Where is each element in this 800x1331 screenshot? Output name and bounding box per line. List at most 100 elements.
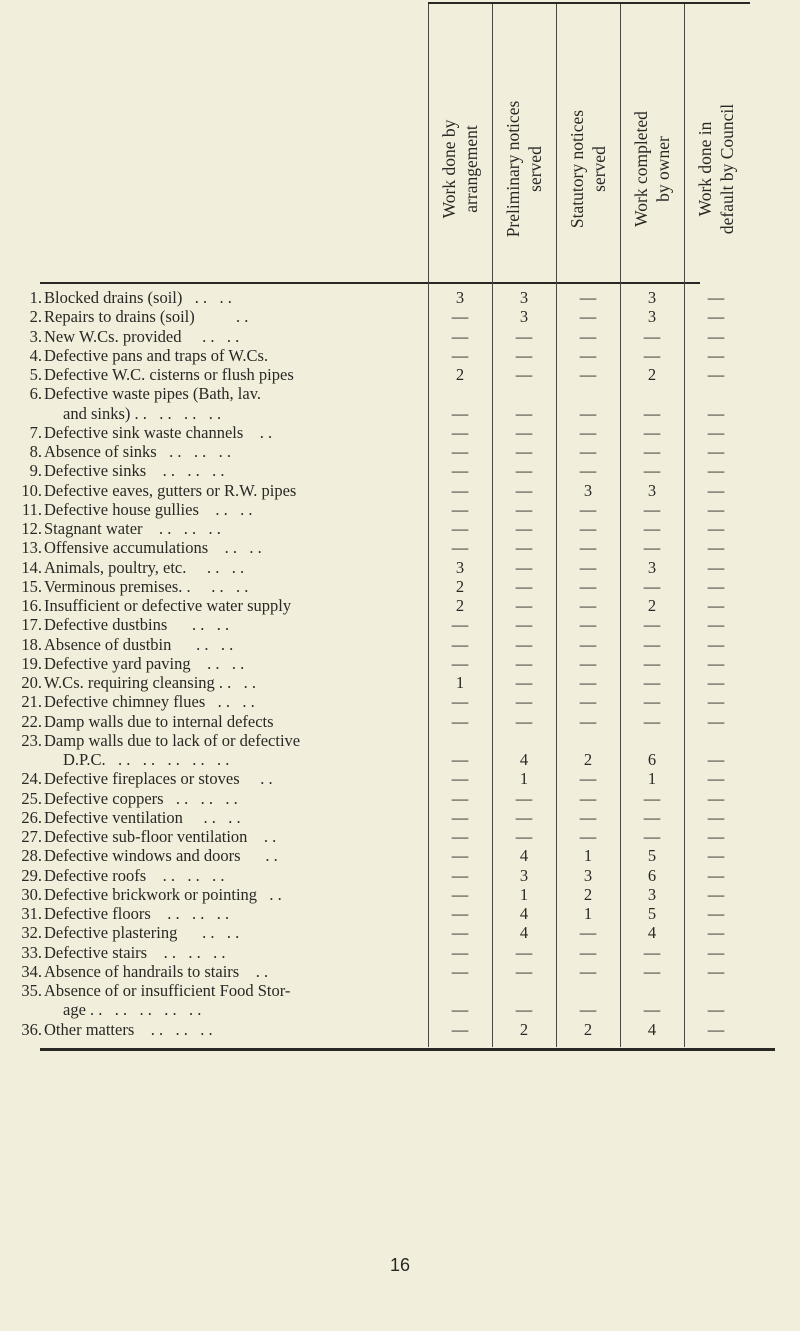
row-label: W.Cs. requiring cleansing . . . . — [44, 673, 257, 692]
cell-value: 2 — [455, 365, 465, 384]
row-label: Defective waste pipes (Bath, lav. — [44, 384, 262, 404]
cell-value: — — [515, 461, 533, 481]
cell-value: — — [515, 326, 533, 346]
row-number: 22. — [21, 711, 42, 731]
cell-value: — — [451, 480, 469, 500]
row-label: Defective roofs . . . . . . — [44, 865, 225, 885]
cell-value: 2 — [583, 884, 593, 904]
cell-value: — — [643, 538, 661, 558]
row-label: Defective windows and doors . . — [44, 846, 278, 866]
cell-value: — — [515, 1000, 533, 1020]
header-preliminary-notices: Preliminary notices served — [492, 60, 556, 278]
cell-value: — — [643, 615, 661, 635]
cell-value: — — [643, 827, 661, 846]
row-number: 8. — [29, 442, 42, 461]
cell-value: — — [707, 326, 725, 346]
table-row: 10. Defective eaves, gutters or R.W. pipe… — [0, 481, 800, 500]
row-number: 25. — [21, 788, 42, 808]
cell-value: — — [643, 1000, 661, 1020]
cell-value: 2 — [647, 596, 657, 615]
cell-value: — — [643, 576, 661, 596]
cell-value: — — [707, 884, 725, 904]
row-number: 9. — [29, 461, 42, 481]
row-number: 15. — [21, 576, 42, 596]
row-number: 23. — [21, 730, 42, 750]
cell-value: 3 — [519, 288, 529, 307]
cell-value: — — [579, 653, 597, 673]
header-line: Work completed — [631, 111, 651, 227]
header-line: by owner — [653, 136, 673, 202]
row-number: 29. — [21, 865, 42, 885]
cell-value: 5 — [647, 904, 657, 923]
cell-value: — — [707, 769, 725, 789]
cell-value: — — [579, 827, 597, 846]
row-number: 21. — [21, 692, 42, 712]
cell-value: 3 — [647, 557, 657, 577]
row-label: Defective brickwork or pointing . . — [44, 884, 282, 904]
cell-value: — — [579, 807, 597, 827]
row-number: 1. — [29, 288, 42, 307]
cell-value: — — [515, 807, 533, 827]
row-label: New W.Cs. provided . . . . — [44, 326, 240, 346]
cell-value: — — [451, 827, 469, 846]
row-number: 5. — [29, 365, 42, 384]
cell-value: — — [579, 673, 597, 692]
cell-value: 3 — [647, 307, 657, 327]
cell-value: — — [707, 596, 725, 615]
cell-value: — — [451, 961, 469, 981]
row-number: 12. — [21, 519, 42, 538]
cell-value: — — [707, 788, 725, 808]
cell-value: 2 — [455, 596, 465, 615]
row-number: 6. — [29, 384, 42, 404]
cell-value: — — [579, 326, 597, 346]
table-row: 4. Defective pans and traps of W.Cs. — — — — — — [0, 346, 800, 365]
cell-value: — — [451, 788, 469, 808]
cell-value: — — [579, 711, 597, 731]
column-divider — [684, 4, 685, 1047]
row-label: Offensive accumulations . . . . — [44, 538, 262, 558]
row-number: 27. — [21, 827, 42, 846]
table-row: 15. Verminous premises. . . . . . 2 — — — — — [0, 577, 800, 596]
table-row: 19. Defective yard paving . . . . — — — — — — [0, 654, 800, 673]
cell-value: — — [451, 519, 469, 538]
row-number: 19. — [21, 653, 42, 673]
cell-value: — — [579, 788, 597, 808]
cell-value: — — [707, 403, 725, 423]
cell-value: — — [579, 576, 597, 596]
cell-value: — — [707, 904, 725, 923]
table-row: 26. Defective ventilation . . . . — — — — — — [0, 808, 800, 827]
table-row: 28. Defective windows and doors . . — 4 1 5 — — [0, 846, 800, 865]
row-label: Defective ventilation . . . . — [44, 807, 241, 827]
cell-value: — — [451, 307, 469, 327]
column-divider — [620, 4, 621, 1047]
cell-value: — — [707, 499, 725, 519]
cell-value: — — [515, 519, 533, 538]
table-row: 31. Defective floors . . . . . . — 4 1 5 — — [0, 904, 800, 923]
cell-value: — — [451, 634, 469, 654]
row-number: 16. — [21, 596, 42, 615]
row-number: 28. — [21, 846, 42, 866]
cell-value: 4 — [519, 750, 529, 769]
cell-value: — — [451, 942, 469, 962]
table-row: 13. Offensive accumulations . . . . — — — — — — [0, 538, 800, 557]
cell-value: — — [515, 557, 533, 577]
table-row: 5. Defective W.C. cisterns or flush pipes… — [0, 365, 800, 384]
row-label: Defective chimney flues . . . . — [44, 692, 255, 712]
cell-value: — — [451, 345, 469, 365]
row-label: Absence of or insufficient Food Stor- — [44, 981, 291, 1000]
table-row-continuation: age . . . . . . . . . . — — — — — — [0, 1000, 800, 1019]
cell-value: 2 — [519, 1019, 529, 1039]
cell-value: 1 — [583, 846, 593, 866]
cell-value: — — [707, 1000, 725, 1020]
table-bottom-rule — [40, 1048, 775, 1051]
cell-value: 4 — [647, 923, 657, 943]
row-label: Defective dustbins . . . . — [44, 615, 230, 635]
table-row: 35. Absence of or insufficient Food Stor- — [0, 981, 800, 1000]
cell-value: — — [515, 403, 533, 423]
cell-value: 1 — [647, 769, 657, 789]
table-row-continuation: and sinks) . . . . . . . . — — — — — — [0, 404, 800, 423]
table-row: 7. Defective sink waste channels . . — — — — — — [0, 423, 800, 442]
row-label: Other matters . . . . . . — [44, 1019, 213, 1039]
table-row: 9. Defective sinks . . . . . . — — — — — — [0, 461, 800, 480]
cell-value: 5 — [647, 846, 657, 866]
